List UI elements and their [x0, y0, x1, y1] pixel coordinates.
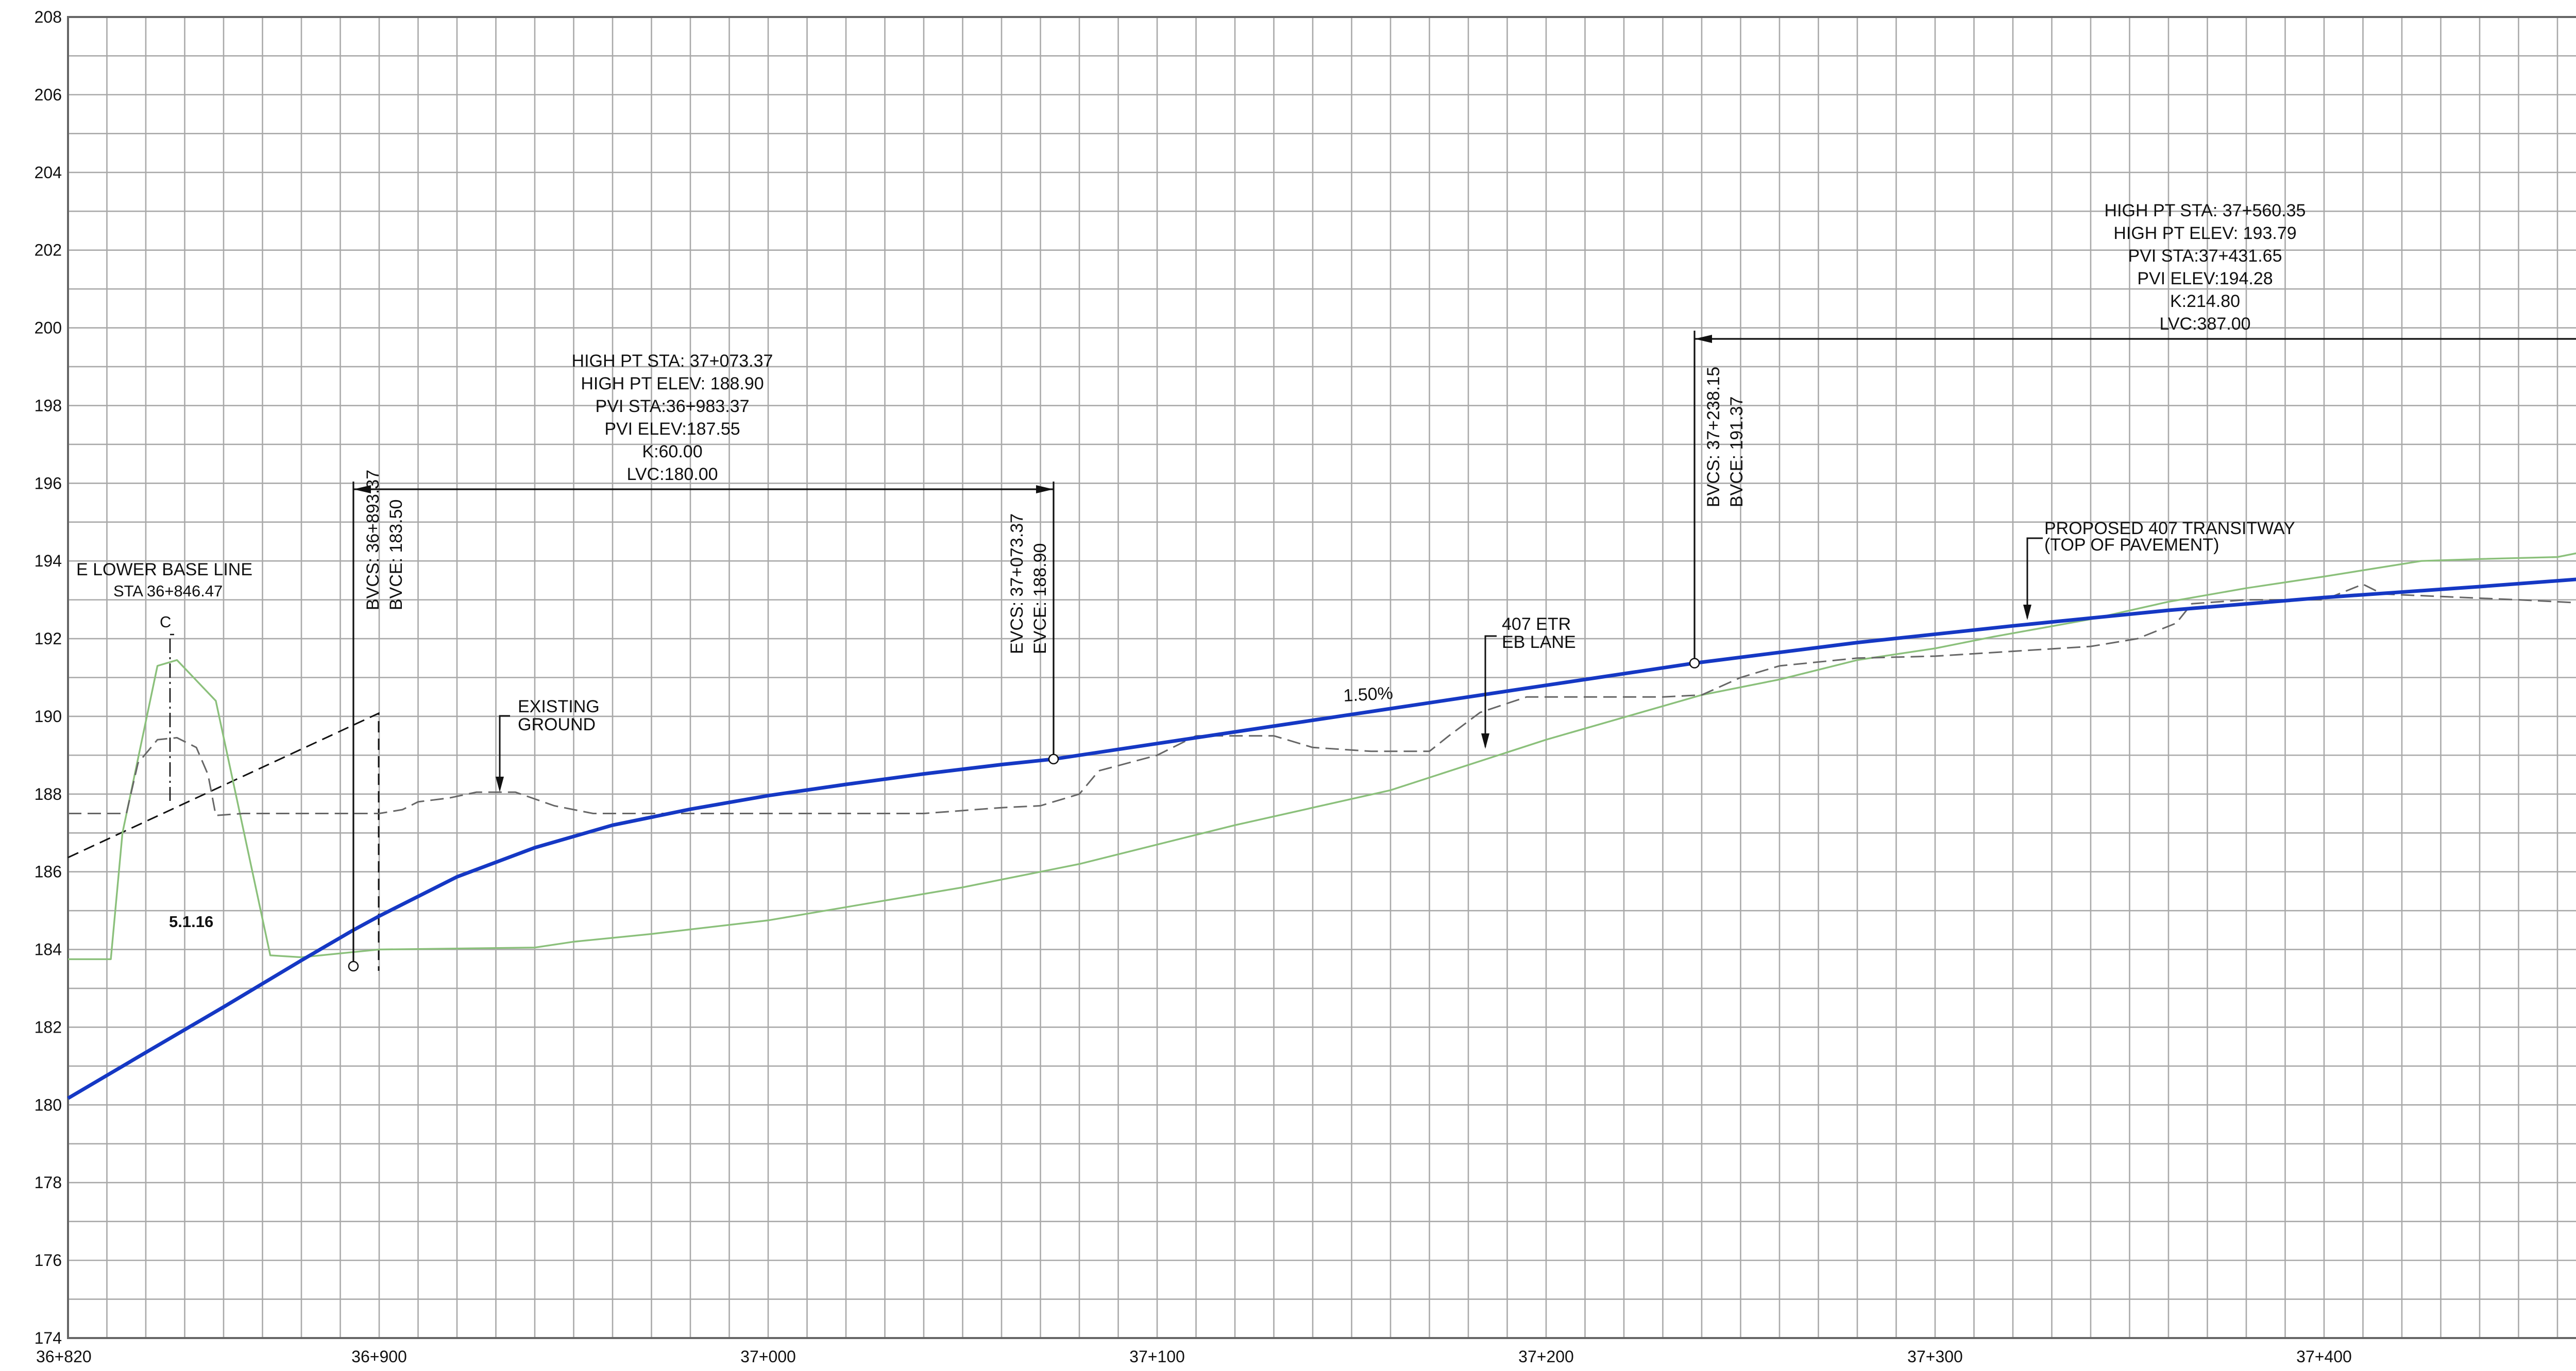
series-solid-thin	[68, 552, 2576, 961]
vc2-bvcs-label: BVCS: 37+238.15	[1704, 367, 1723, 507]
existing-ground-arrow	[496, 777, 504, 792]
vc1-info-line: HIGH PT STA: 37+073.37	[572, 351, 773, 371]
y-tick-label-left: 198	[35, 396, 62, 415]
x-tick-label: 36+820	[36, 1347, 92, 1366]
vc2-bvc-point	[1689, 658, 1700, 669]
y-tick-label-left: 184	[35, 940, 62, 959]
vc2-arrow-left	[1694, 335, 1713, 343]
vc1-info-line: PVI ELEV:187.55	[604, 419, 740, 439]
vc2-bvce-label: BVCE: 191.37	[1727, 397, 1747, 507]
vc1-info-line: HIGH PT ELEV: 188.90	[581, 374, 764, 393]
y-tick-label-left: 196	[35, 474, 62, 492]
vertical-curves: HIGH PT STA: 37+073.37 HIGH PT ELEV: 188.…	[348, 201, 2576, 972]
vc2-info-line: PVI STA:37+431.65	[2128, 246, 2282, 266]
vc1-evc-point	[1048, 753, 1059, 765]
series-dashed	[68, 583, 2576, 816]
y-tick-label-left: 204	[35, 163, 62, 182]
existing-ground-label-line1: EXISTING	[518, 697, 600, 716]
etr-lane-arrow	[1481, 733, 1489, 749]
existing-ground-label-line2: GROUND	[518, 715, 596, 734]
y-tick-label-left: 176	[35, 1251, 62, 1270]
y-tick-label-left: 180	[35, 1095, 62, 1114]
grid	[67, 16, 2576, 1339]
y-tick-label-left: 202	[35, 241, 62, 260]
centerline-symbol: C	[160, 613, 171, 631]
y-tick-label-left: 192	[35, 629, 62, 648]
etr-lane-label-line1: 407 ETR	[1502, 614, 1571, 634]
y-tick-label-left: 200	[35, 319, 62, 337]
y-tick-label-left: 188	[35, 785, 62, 803]
reference-number: 5.1.16	[169, 913, 213, 931]
vc2-info-line: PVI ELEV:194.28	[2137, 269, 2273, 288]
x-tick-label: 37+300	[1907, 1347, 1963, 1366]
existing-ground-leader	[499, 715, 510, 788]
base-line-station: STA 36+846.47	[113, 582, 223, 600]
transitway-leader	[2026, 537, 2043, 618]
vc2-info-line: HIGH PT ELEV: 193.79	[2113, 224, 2296, 243]
vc1-info-line: K:60.00	[642, 442, 702, 461]
transitway-label-line2: (TOP OF PAVEMENT)	[2044, 535, 2219, 555]
vc1-bvce-label: BVCE: 183.50	[386, 500, 406, 610]
grade-label: 1.50%	[1343, 683, 1393, 706]
dashed-reference-slope	[67, 712, 380, 971]
x-axis-labels: 36+820 36+900 37+000 37+100 37+200 37+300 37+4…	[36, 1347, 2352, 1366]
plot-frame	[67, 16, 2576, 1339]
x-tick-label: 37+200	[1518, 1347, 1574, 1366]
etr-lane-leader	[1484, 635, 1497, 747]
vc1-bvc-point	[348, 961, 359, 972]
vc2-info-line: LVC:387.00	[2159, 314, 2250, 334]
vc2-info-line: K:214.80	[2170, 292, 2240, 311]
y-tick-label-left: 186	[35, 863, 62, 881]
y-tick-label-left: 208	[35, 8, 62, 26]
vc1-info-line: LVC:180.00	[626, 465, 718, 484]
y-tick-label-left: 182	[35, 1018, 62, 1036]
y-tick-label-left: 206	[35, 85, 62, 104]
vc1-info-line: PVI STA:36+983.37	[596, 397, 750, 416]
etr-lane-label-line2: EB LANE	[1502, 632, 1576, 652]
y-tick-label-left: 194	[35, 552, 62, 570]
vc1-arrow-right	[1036, 485, 1054, 493]
transitway-arrow	[2023, 605, 2031, 620]
transitway-label-line1: PROPOSED 407 TRANSITWAY	[2044, 519, 2295, 538]
vc2-info-line: HIGH PT STA: 37+560.35	[2105, 201, 2306, 220]
x-tick-label: 36+900	[351, 1347, 407, 1366]
profile-series	[67, 552, 2576, 1100]
y-tick-label-left: 178	[35, 1173, 62, 1192]
y-tick-label-left: 190	[35, 707, 62, 726]
x-tick-label: 37+100	[1129, 1347, 1185, 1366]
x-tick-label: 37+000	[740, 1347, 796, 1366]
vc1-arrow-left	[353, 485, 371, 493]
y-tick-label-left: 174	[35, 1329, 62, 1347]
base-line-label: E LOWER BASE LINE	[76, 560, 252, 579]
vc1-evce-label: EVCE: 188.90	[1030, 543, 1050, 654]
vc1-evcs-label: EVCS: 37+073.37	[1007, 513, 1027, 654]
x-tick-label: 37+400	[2296, 1347, 2352, 1366]
series-solid-thick	[67, 577, 2576, 1100]
y-axis-labels: 1741741761761781781801801821821841841861…	[35, 8, 62, 1347]
vc1-bvcs-label: BVCS: 36+893.37	[363, 470, 383, 610]
